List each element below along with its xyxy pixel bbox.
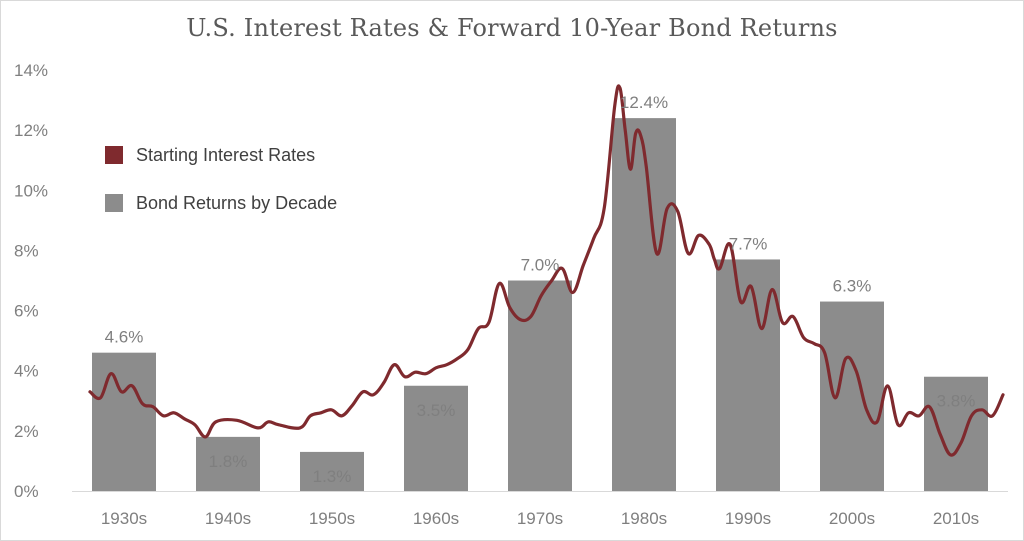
bar-data-label: 7.0% xyxy=(521,256,560,275)
y-tick-label: 10% xyxy=(14,181,48,200)
x-tick-label: 2010s xyxy=(933,509,979,528)
bar-1970s xyxy=(508,280,572,491)
bar-data-label: 12.4% xyxy=(620,93,668,112)
x-tick-label: 2000s xyxy=(829,509,875,528)
y-tick-label: 8% xyxy=(14,241,39,260)
y-tick-label: 14% xyxy=(14,61,48,80)
bar-data-label: 3.5% xyxy=(417,401,456,420)
bar-data-label: 7.7% xyxy=(729,234,768,253)
interest-rate-line xyxy=(88,84,1005,457)
x-tick-label: 1960s xyxy=(413,509,459,528)
y-tick-label: 2% xyxy=(14,422,39,441)
bar-data-label: 4.6% xyxy=(105,328,144,347)
bar-1930s xyxy=(92,352,156,491)
legend-swatch xyxy=(105,146,123,164)
x-tick-label: 1980s xyxy=(621,509,667,528)
bar-data-label: 1.3% xyxy=(313,467,352,486)
chart-title: U.S. Interest Rates & Forward 10-Year Bo… xyxy=(186,14,838,42)
legend-swatch xyxy=(105,194,123,212)
bar-1950s xyxy=(300,451,364,491)
x-tick-label: 1940s xyxy=(205,509,251,528)
bar-1960s xyxy=(404,385,468,491)
bar-data-label: 6.3% xyxy=(833,277,872,296)
y-tick-label: 0% xyxy=(14,482,39,501)
x-tick-label: 1970s xyxy=(517,509,563,528)
bar-2010s xyxy=(924,376,988,491)
legend-label: Bond Returns by Decade xyxy=(136,193,337,213)
legend-label: Starting Interest Rates xyxy=(136,145,315,165)
bar-1980s xyxy=(612,118,676,491)
x-tick-label: 1990s xyxy=(725,509,771,528)
y-tick-label: 6% xyxy=(14,302,39,321)
x-tick-label: 1950s xyxy=(309,509,355,528)
bar-data-label: 3.8% xyxy=(937,392,976,411)
x-tick-label: 1930s xyxy=(101,509,147,528)
bar-1940s xyxy=(196,436,260,491)
bar-2000s xyxy=(820,301,884,491)
bar-data-label: 1.8% xyxy=(209,452,248,471)
y-tick-label: 12% xyxy=(14,121,48,140)
y-tick-label: 4% xyxy=(14,362,39,381)
